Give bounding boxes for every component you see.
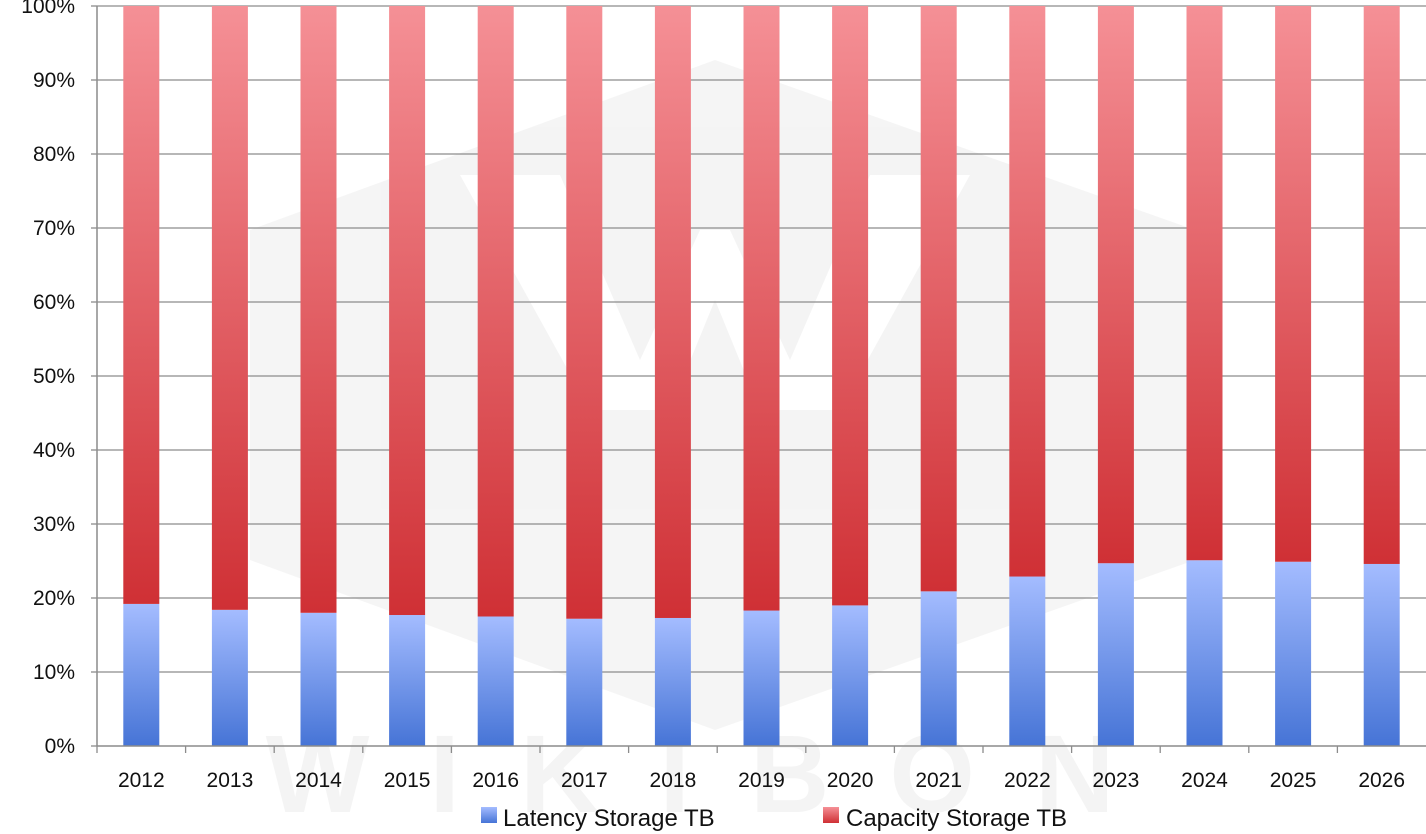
bar-latency-2022 (1009, 576, 1046, 746)
x-tick-label: 2016 (472, 769, 519, 792)
bar-latency-2025 (1275, 561, 1312, 746)
bar-capacity-2019 (743, 6, 780, 611)
bar-latency-2021 (920, 591, 957, 746)
bar-capacity-2026 (1363, 6, 1400, 564)
x-tick-label: 2014 (295, 769, 342, 792)
x-tick-label: 2017 (561, 769, 608, 792)
y-tick-label: 50% (33, 365, 75, 388)
x-tick-label: 2018 (650, 769, 697, 792)
bar-capacity-2021 (920, 6, 957, 592)
bar-latency-2019 (743, 610, 780, 746)
bar-latency-2026 (1363, 563, 1400, 746)
bar-latency-2024 (1186, 560, 1223, 746)
legend-label-latency: Latency Storage TB (503, 805, 715, 832)
legend-swatch-latency (481, 807, 497, 823)
bar-latency-2016 (477, 616, 514, 746)
bar-capacity-2012 (123, 6, 160, 604)
y-tick-label: 60% (33, 291, 75, 314)
bar-latency-2014 (300, 612, 337, 746)
x-tick-label: 2023 (1093, 769, 1140, 792)
x-tick-label: 2013 (207, 769, 254, 792)
x-tick-label: 2020 (827, 769, 874, 792)
y-tick-label: 100% (21, 0, 75, 18)
y-tick-label: 20% (33, 587, 75, 610)
bar-capacity-2024 (1186, 6, 1223, 561)
axes (91, 5, 1426, 753)
bar-latency-2015 (389, 615, 426, 746)
y-tick-label: 40% (33, 439, 75, 462)
y-tick-label: 80% (33, 143, 75, 166)
y-tick-label: 30% (33, 513, 75, 536)
bar-latency-2018 (654, 617, 691, 746)
bar-capacity-2025 (1275, 6, 1312, 562)
bar-latency-2013 (211, 609, 248, 746)
bar-latency-2020 (832, 605, 869, 746)
bar-latency-2017 (566, 618, 603, 746)
bar-latency-2023 (1097, 563, 1134, 746)
bar-capacity-2023 (1097, 6, 1134, 564)
x-tick-label: 2025 (1270, 769, 1317, 792)
bar-capacity-2016 (477, 6, 514, 617)
y-tick-label: 70% (33, 217, 75, 240)
x-tick-label: 2024 (1181, 769, 1228, 792)
x-tick-label: 2012 (118, 769, 165, 792)
x-axis-tick-labels: 2012 2013 2014 2015 2016 2017 2018 2019 2020 2021… (118, 769, 1405, 792)
x-tick-label: 2022 (1004, 769, 1051, 792)
y-axis-tick-labels: 0% 10% 20% 30% 40% 50% 60% 70% 80% 90% 100% (21, 0, 75, 758)
bar-capacity-2017 (566, 6, 603, 619)
bar-capacity-2014 (300, 6, 337, 613)
bar-capacity-2020 (832, 6, 869, 606)
legend: Latency Storage TB Capacity Storage TB (481, 805, 1067, 832)
x-tick-label: 2015 (384, 769, 431, 792)
bar-capacity-2013 (211, 6, 248, 610)
x-tick-label: 2026 (1358, 769, 1405, 792)
x-tick-label: 2021 (915, 769, 962, 792)
bar-capacity-2015 (389, 6, 426, 616)
x-tick-label: 2019 (738, 769, 785, 792)
y-tick-label: 0% (45, 735, 75, 758)
y-tick-label: 10% (33, 661, 75, 684)
bar-capacity-2018 (654, 6, 691, 618)
bar-capacity-2022 (1009, 6, 1046, 577)
bars (123, 6, 1400, 746)
y-tick-label: 90% (33, 69, 75, 92)
legend-swatch-capacity (823, 807, 839, 823)
bar-latency-2012 (123, 603, 160, 746)
legend-label-capacity: Capacity Storage TB (846, 805, 1067, 832)
